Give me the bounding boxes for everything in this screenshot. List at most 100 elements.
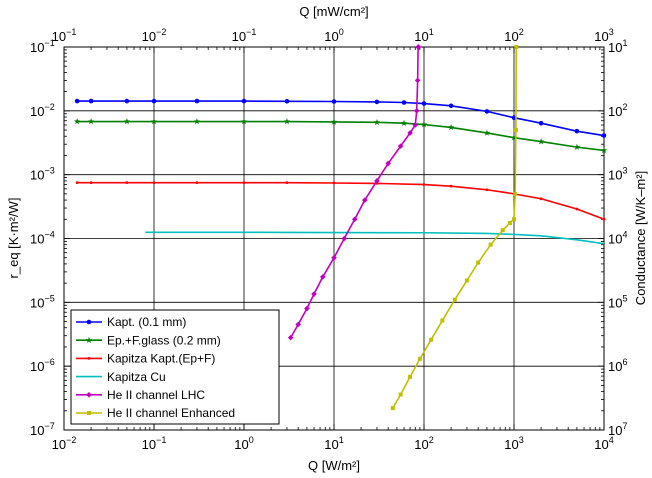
data-point [125, 181, 129, 185]
data-point [362, 197, 368, 203]
data-point [500, 228, 505, 233]
series-3 [75, 181, 606, 221]
data-point [412, 122, 419, 128]
data-point [311, 291, 317, 297]
series-6 [390, 45, 519, 411]
data-point [513, 128, 518, 133]
legend-marker [87, 411, 91, 415]
data-point [429, 337, 434, 342]
data-point [511, 115, 517, 121]
data-point [285, 181, 289, 185]
data-point [287, 334, 294, 341]
legend-entry: Kapitza Cu [76, 370, 166, 384]
data-point [512, 217, 516, 222]
legend-label: He II channel Enhanced [107, 406, 235, 420]
x-tick-label-top: 102 [504, 27, 523, 44]
data-point [401, 100, 407, 105]
data-point [539, 197, 543, 201]
data-point [407, 130, 413, 136]
data-point [88, 98, 94, 104]
data-point [420, 121, 428, 128]
data-point [150, 118, 158, 125]
legend-entry: Kapitza Kapt.(Ep+F) [76, 352, 215, 366]
data-point [124, 98, 130, 104]
y-tick-label-right: 105 [608, 293, 627, 310]
x-tick-label-top: 103 [594, 27, 613, 44]
data-point [341, 235, 348, 242]
data-point [351, 216, 358, 223]
series-line [145, 231, 605, 245]
data-point [513, 191, 518, 196]
data-point [447, 124, 455, 131]
grid-lines [64, 47, 604, 430]
data-point [510, 134, 518, 141]
series-layer [73, 44, 608, 411]
data-point [476, 260, 481, 265]
data-point [373, 118, 381, 126]
data-point [331, 254, 337, 261]
y-tick-label-right: 107 [608, 421, 627, 438]
legend-marker [87, 357, 91, 360]
data-point [374, 99, 380, 105]
legend-label: Kapitza Kapt.(Ep+F) [107, 352, 215, 366]
data-point [283, 118, 291, 125]
data-point [484, 109, 490, 114]
data-point [449, 184, 453, 188]
series-2 [73, 118, 608, 154]
axis-ticks [63, 46, 605, 431]
data-point [241, 98, 247, 104]
data-point [448, 103, 454, 109]
x-tick-label-bottom: 10−2 [52, 435, 77, 452]
data-point [422, 183, 426, 186]
data-point [123, 118, 131, 125]
data-point [400, 119, 408, 126]
data-point [415, 44, 422, 50]
data-point [75, 181, 79, 185]
data-point [390, 406, 395, 411]
data-point [242, 181, 246, 185]
legend-box [70, 309, 280, 425]
data-point [319, 274, 326, 280]
data-point [304, 305, 310, 312]
data-point [385, 160, 391, 167]
legend-marker [86, 319, 92, 325]
data-point [575, 207, 579, 211]
data-point [601, 133, 607, 138]
legend-label: He II channel LHC [107, 388, 205, 402]
data-point [151, 98, 157, 104]
data-point [507, 220, 512, 225]
x-tick-label-bottom: 104 [594, 435, 613, 452]
data-point [421, 101, 427, 106]
legend-entry: He II channel LHC [76, 388, 205, 402]
y-tick-label-left: 10−4 [30, 230, 55, 247]
x-tick-label-bottom: 101 [324, 435, 343, 452]
y-tick-label-left: 10−5 [30, 293, 55, 310]
data-point [397, 143, 404, 149]
data-point [87, 118, 95, 125]
data-point [485, 188, 489, 192]
data-point [573, 143, 581, 150]
data-point [194, 98, 200, 104]
legend-label: Ep.+F.glass (0.2 mm) [107, 333, 221, 347]
data-point [195, 181, 199, 185]
data-point [464, 278, 469, 283]
y-tick-label-right: 103 [608, 166, 627, 183]
data-point [89, 181, 93, 185]
x-tick-label-top: 100 [324, 27, 343, 44]
x-tick-label-top: 10−1 [232, 27, 257, 44]
y-tick-label-right: 104 [608, 230, 627, 247]
data-point [330, 118, 338, 125]
data-point [488, 242, 493, 247]
x-tick-label-top: 10−2 [142, 27, 167, 44]
data-point [332, 181, 336, 185]
y-tick-label-left: 10−2 [30, 102, 55, 119]
data-point [440, 318, 445, 323]
legend-label: Kapitza Cu [107, 370, 166, 384]
data-point [413, 108, 420, 114]
y-tick-label-right: 102 [608, 102, 627, 119]
data-point [408, 374, 413, 379]
data-point [417, 356, 422, 361]
series-5 [287, 44, 422, 341]
legend-entry: He II channel Enhanced [76, 406, 235, 420]
y-tick-label-left: 10−7 [30, 421, 55, 438]
